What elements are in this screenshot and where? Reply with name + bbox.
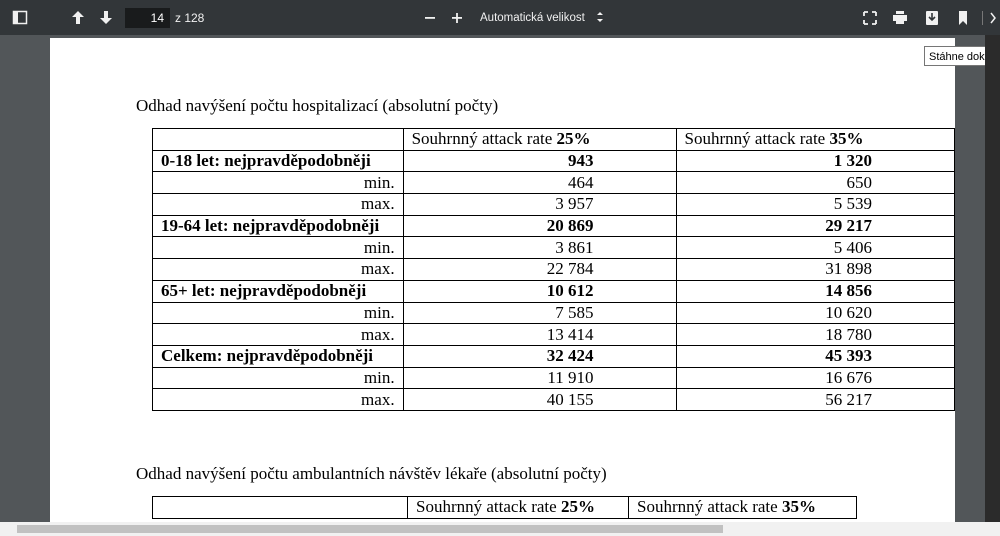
print[interactable] — [892, 0, 908, 35]
column-rate: 25% — [560, 497, 595, 517]
cell-value: 22 784 — [402, 258, 677, 281]
table-row: min. 11 910 16 676 — [152, 366, 955, 390]
cell-value: 11 910 — [402, 366, 677, 390]
zoom-in[interactable] — [451, 0, 463, 35]
sidebar-toggle[interactable] — [12, 0, 28, 35]
cell-value: 29 217 — [675, 214, 955, 238]
header-cell — [152, 496, 408, 519]
row-label: min. — [152, 171, 404, 195]
cell-value: 45 393 — [675, 344, 955, 368]
bookmark[interactable] — [957, 0, 969, 35]
data-table: Souhrnný attack rate 25% Souhrnný attack … — [152, 496, 857, 519]
table-row: Celkem: nejpravděpodobněji 32 424 45 393 — [152, 344, 955, 368]
row-label: min. — [152, 236, 404, 260]
column-rate: 35% — [829, 129, 864, 149]
table-row: max. 3 957 5 539 — [152, 193, 955, 216]
row-label: Celkem: nejpravděpodobněji — [152, 344, 404, 368]
column-label: Souhrnný attack rate — [684, 129, 826, 149]
cell-value: 1 320 — [675, 149, 955, 173]
cell-value: 13 414 — [402, 323, 677, 346]
row-label: 19-64 let: nejpravděpodobněji — [152, 214, 404, 238]
cell-value: 650 — [675, 171, 955, 195]
cell-value: 32 424 — [402, 344, 677, 368]
cell-value: 18 780 — [675, 323, 955, 346]
download[interactable] — [925, 0, 939, 35]
cell-value: 40 155 — [402, 388, 677, 411]
cell-value: 7 585 — [402, 301, 677, 325]
cell-value: 3 861 — [402, 236, 677, 260]
row-label: max. — [152, 323, 404, 346]
cell-value: 56 217 — [675, 388, 955, 411]
toolbar: 14 z 128 Automatická velikost — [0, 0, 1000, 35]
row-label: max. — [152, 193, 404, 216]
row-label: 0-18 let: nejpravděpodobněji — [152, 149, 404, 173]
column-label: Souhrnný attack rate — [416, 497, 557, 517]
table-row: 19-64 let: nejpravděpodobněji 20 869 29 21… — [152, 214, 955, 238]
section-heading: Odhad navýšení počtu ambulantních návště… — [136, 464, 607, 483]
next-page[interactable] — [99, 0, 113, 35]
cell-value: 464 — [402, 171, 677, 195]
column-rate: 25% — [556, 129, 591, 149]
section-heading: Odhad navýšení počtu hospitalizací (abso… — [136, 96, 499, 115]
column-label: Souhrnný attack rate — [637, 497, 778, 517]
cell-value: 10 620 — [675, 301, 955, 325]
cell-value: 31 898 — [675, 258, 955, 281]
zoom-select-arrow — [597, 12, 603, 22]
cell-value: 5 406 — [675, 236, 955, 260]
row-label: 65+ let: nejpravděpodobněji — [152, 279, 404, 303]
row-label: min. — [152, 366, 404, 390]
tooltip: Stáhne dokume — [924, 46, 1000, 66]
cell-value: 16 676 — [675, 366, 955, 390]
vertical-scrollbar[interactable] — [985, 35, 1000, 522]
header-row: Souhrnný attack rate 25% Souhrnný attack … — [152, 128, 955, 151]
row-label: max. — [152, 388, 404, 411]
table-row: min. 464 650 — [152, 171, 955, 195]
table-row: 0-18 let: nejpravděpodobněji 943 1 320 — [152, 149, 955, 173]
table-row: 65+ let: nejpravděpodobněji 10 612 14 856 — [152, 279, 955, 303]
row-label: max. — [152, 258, 404, 281]
cell-value: 14 856 — [675, 279, 955, 303]
page-total: z 128 — [175, 10, 205, 25]
cell-value: 3 957 — [402, 193, 677, 216]
table-row: max. 40 155 56 217 — [152, 388, 955, 411]
zoom-out[interactable] — [424, 0, 436, 35]
cell-value: 10 612 — [402, 279, 677, 303]
header-cell — [152, 128, 404, 151]
header-cell: Souhrnný attack rate 25% — [402, 128, 677, 151]
cell-value: 943 — [402, 149, 677, 173]
header-row: Souhrnný attack rate 25% Souhrnný attack … — [152, 496, 857, 519]
column-rate: 35% — [781, 497, 816, 517]
table-row: min. 7 585 10 620 — [152, 301, 955, 325]
header-cell: Souhrnný attack rate 25% — [407, 496, 629, 519]
data-table: Souhrnný attack rate 25% Souhrnný attack … — [152, 128, 955, 411]
cell-value: 20 869 — [402, 214, 677, 238]
table-row: max. 22 784 31 898 — [152, 258, 955, 281]
pdf-page: Odhad navýšení počtu hospitalizací (abso… — [50, 38, 955, 536]
scrollbar-thumb[interactable] — [17, 525, 723, 533]
table-row: min. 3 861 5 406 — [152, 236, 955, 260]
page-number-input[interactable]: 14 — [125, 8, 170, 28]
table-row: max. 13 414 18 780 — [152, 323, 955, 346]
fullscreen[interactable] — [863, 0, 877, 35]
row-label: min. — [152, 301, 404, 325]
previous-page[interactable] — [71, 0, 85, 35]
header-cell: Souhrnný attack rate 35% — [675, 128, 955, 151]
header-cell: Souhrnný attack rate 35% — [628, 496, 857, 519]
more[interactable] — [982, 0, 1000, 35]
zoom-select[interactable]: Automatická velikost — [480, 11, 585, 24]
column-label: Souhrnný attack rate — [411, 129, 553, 149]
cell-value: 5 539 — [675, 193, 955, 216]
